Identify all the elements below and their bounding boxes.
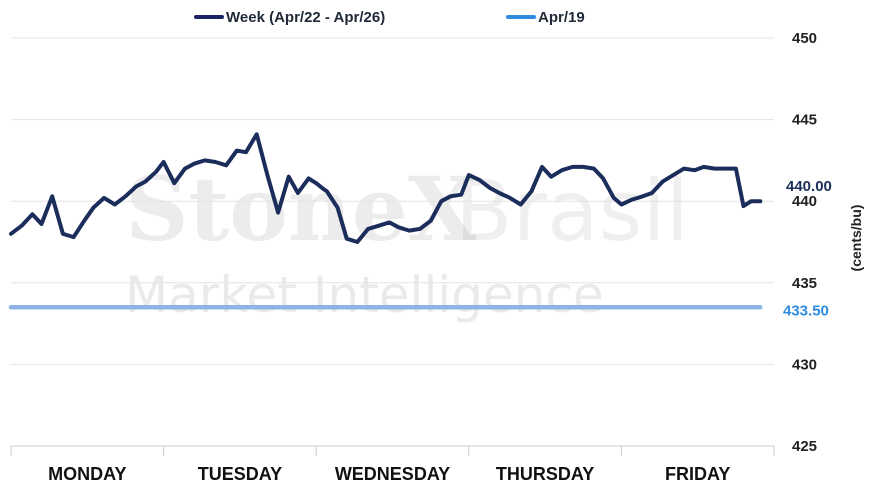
x-axis: MONDAY TUESDAY WEDNESDAY THURSDAY FRIDAY	[10, 445, 775, 484]
x-tick-wednesday: WEDNESDAY	[335, 464, 450, 484]
y-tick-440: 440	[792, 193, 817, 210]
end-label-apr19: 433.50	[783, 302, 829, 319]
series-line-week	[9, 132, 763, 244]
x-tick-tuesday: TUESDAY	[198, 464, 282, 484]
watermark-brand-bold: StoneX	[125, 157, 477, 261]
y-tick-445: 445	[792, 112, 817, 129]
legend-item-apr19[interactable]: Apr/19	[506, 9, 585, 26]
x-tick-friday: FRIDAY	[665, 464, 730, 484]
watermark-subtitle: Market Intelligence	[125, 266, 604, 324]
y-axis: 425 430 435 440 445 450	[792, 30, 817, 455]
end-label-week: 440.00	[786, 178, 832, 195]
legend[interactable]: Week (Apr/22 - Apr/26) Apr/19	[194, 9, 585, 26]
legend-item-week[interactable]: Week (Apr/22 - Apr/26)	[194, 9, 385, 26]
x-tick-monday: MONDAY	[48, 464, 126, 484]
legend-label: Apr/19	[538, 9, 585, 26]
y-axis-label: (cents/bu)	[848, 205, 864, 272]
series-lines: 440.00 433.50	[8, 132, 832, 319]
y-tick-430: 430	[792, 356, 817, 373]
legend-label: Week (Apr/22 - Apr/26)	[226, 9, 385, 26]
y-tick-450: 450	[792, 30, 817, 47]
y-tick-435: 435	[792, 275, 817, 292]
y-tick-425: 425	[792, 438, 817, 455]
x-tick-thursday: THURSDAY	[496, 464, 594, 484]
watermark-brand-light: Brasil	[455, 162, 689, 260]
watermark: StoneX Brasil Market Intelligence	[125, 157, 689, 324]
